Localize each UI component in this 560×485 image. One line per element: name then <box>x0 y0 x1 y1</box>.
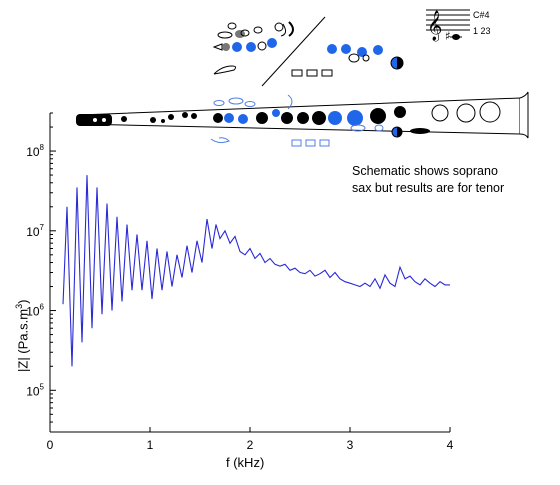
y-axis-label: |Z| (Pa.s.m3) <box>14 300 30 372</box>
fingering-label: 1 23 <box>473 26 491 36</box>
x-tick-label: 2 <box>247 438 254 452</box>
x-tick-label: 1 <box>147 438 154 452</box>
note-label: C#4 <box>473 10 490 20</box>
chart-ticks: 0 1 2 3 4 105 106 107 108 <box>26 112 454 452</box>
chart-annotation: Schematic shows soprano sax but results … <box>352 163 552 197</box>
x-tick-label: 0 <box>47 438 54 452</box>
y-tick-label: 107 <box>26 223 44 239</box>
music-staff: 𝄞 ♯ C#4 1 23 <box>426 9 491 43</box>
treble-clef-icon: 𝄞 <box>427 10 442 42</box>
fingering-diagram <box>212 16 404 87</box>
x-tick-label: 4 <box>447 438 454 452</box>
saxophone-schematic: 𝄞 ♯ C#4 1 23 <box>76 9 529 147</box>
chart-plot-area <box>62 175 450 367</box>
x-axis-label: f (kHz) <box>226 455 265 470</box>
y-axis-label-end: ) <box>15 299 31 304</box>
annotation-line-2: sax but results are for tenor <box>352 181 505 195</box>
sharp-icon: ♯ <box>445 29 451 43</box>
y-tick-label: 108 <box>26 143 44 159</box>
x-tick-label: 3 <box>347 438 354 452</box>
y-tick-label: 106 <box>26 303 44 319</box>
annotation-line-1: Schematic shows soprano <box>352 164 498 178</box>
y-axis-label-sup: 3 <box>14 303 24 309</box>
series-line-0 <box>62 175 450 367</box>
y-axis-label-text: |Z| (Pa.s.m <box>15 308 31 372</box>
saxophone-body <box>76 91 529 147</box>
y-tick-label: 105 <box>26 382 44 398</box>
